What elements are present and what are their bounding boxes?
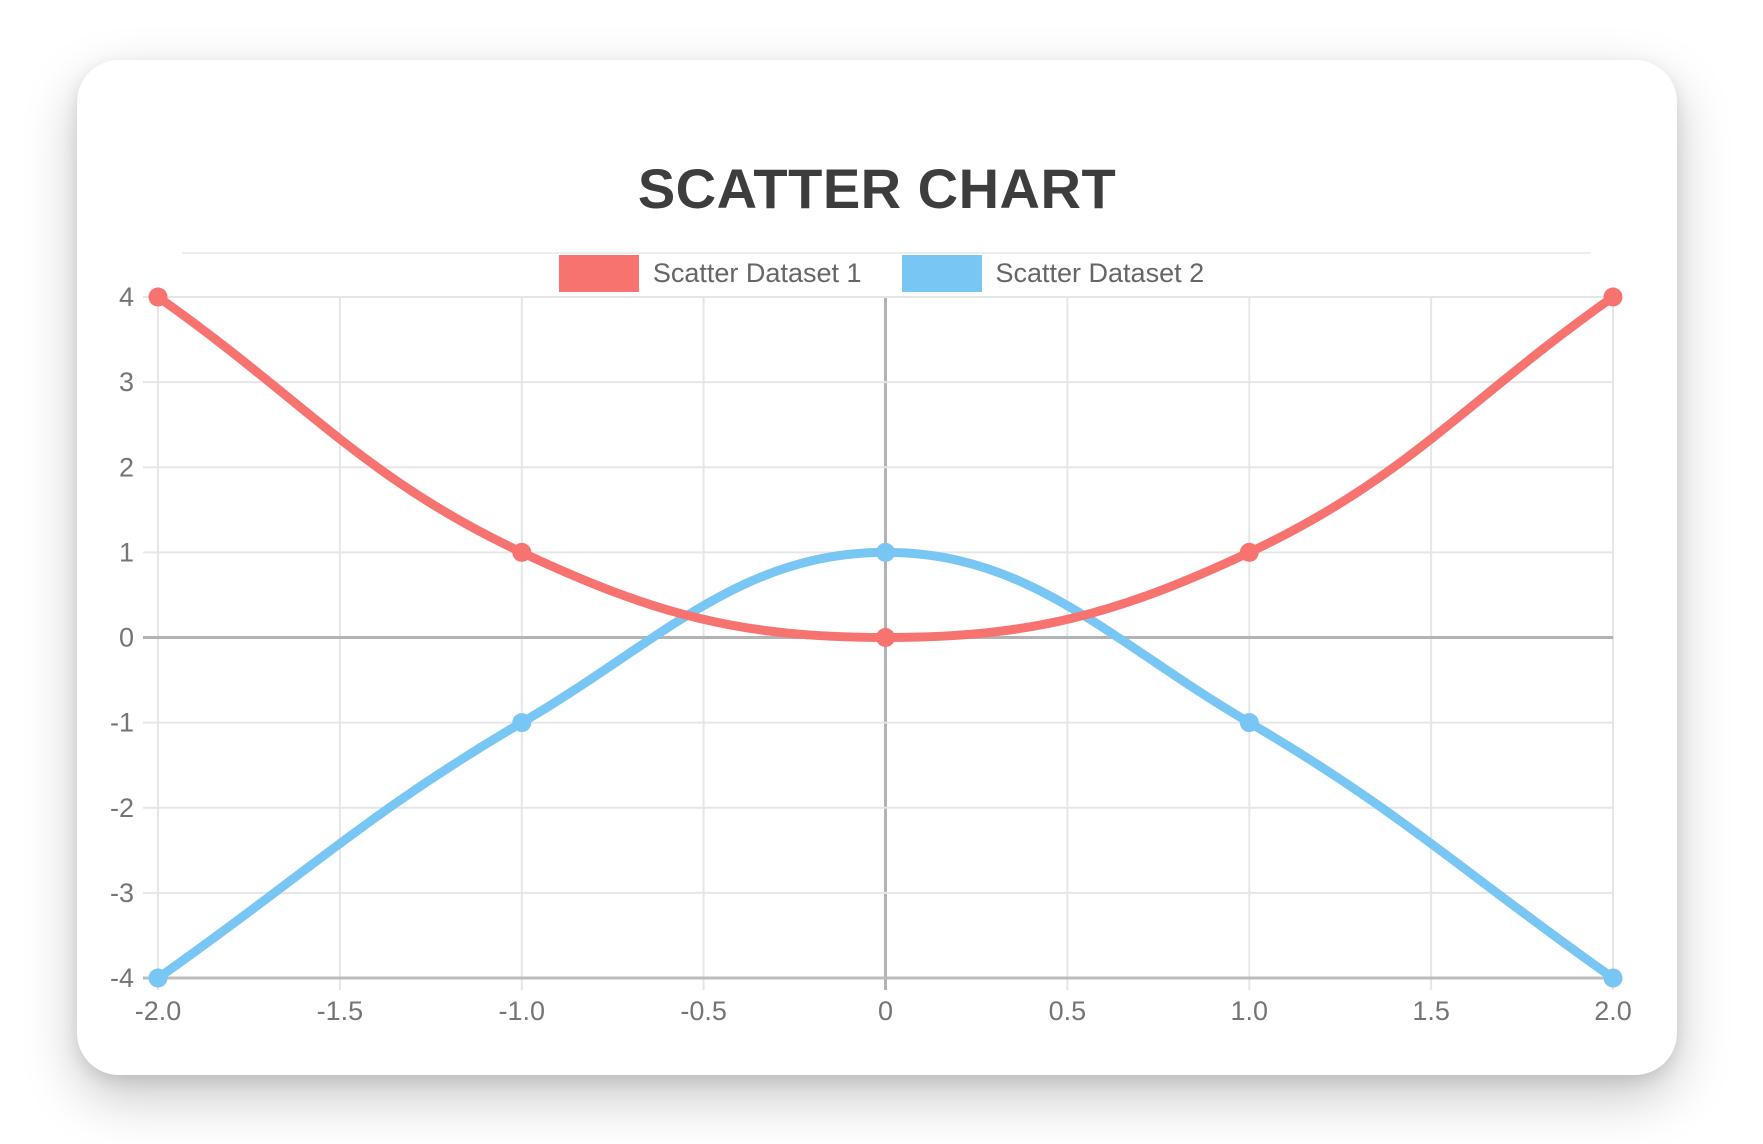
y-tick-label: 3 (119, 367, 134, 397)
data-point-series-2[interactable] (1239, 713, 1259, 733)
chart-card: SCATTER CHART (77, 60, 1677, 1075)
legend-label-dataset-2: Scatter Dataset 2 (995, 258, 1205, 288)
data-point-series-2[interactable] (512, 713, 532, 733)
data-point-series-1[interactable] (512, 542, 532, 562)
x-tick-label: -2.0 (135, 996, 182, 1026)
title-divider (182, 252, 1591, 254)
legend-item-dataset-1[interactable]: Scatter Dataset 1 (558, 255, 862, 292)
legend: Scatter Dataset 1 Scatter Dataset 2 (0, 255, 1763, 292)
y-tick-label: 0 (119, 623, 134, 653)
y-tick-label: -1 (110, 708, 134, 738)
y-tick-label: 1 (119, 537, 134, 567)
data-point-series-2[interactable] (1603, 968, 1623, 988)
data-point-series-2[interactable] (876, 542, 895, 562)
x-tick-label: 0.5 (1049, 996, 1087, 1026)
y-tick-label: -3 (110, 878, 134, 908)
data-point-series-1[interactable] (1239, 542, 1259, 562)
x-tick-label: 2.0 (1594, 996, 1632, 1026)
data-point-series-2[interactable] (148, 968, 168, 988)
x-tick-label: -1.5 (317, 996, 364, 1026)
y-tick-label: 2 (119, 452, 134, 482)
y-tick-label: -2 (110, 793, 134, 823)
y-tick-label: 4 (119, 282, 134, 312)
x-tick-label: 1.5 (1412, 996, 1450, 1026)
y-tick-label: -4 (110, 963, 134, 993)
x-tick-label: 1.0 (1231, 996, 1269, 1026)
x-tick-label: -1.0 (499, 996, 546, 1026)
x-tick-label: -0.5 (680, 996, 727, 1026)
x-tick-label: 0 (878, 996, 893, 1026)
chart-title: SCATTER CHART (637, 157, 1117, 220)
legend-label-dataset-1: Scatter Dataset 1 (652, 258, 862, 288)
legend-swatch-dataset-1 (558, 255, 639, 292)
legend-swatch-dataset-2 (901, 255, 982, 292)
data-point-series-1[interactable] (876, 628, 895, 647)
data-point-series-1[interactable] (1603, 287, 1623, 307)
data-point-series-1[interactable] (148, 287, 168, 307)
legend-item-dataset-2[interactable]: Scatter Dataset 2 (901, 255, 1205, 292)
